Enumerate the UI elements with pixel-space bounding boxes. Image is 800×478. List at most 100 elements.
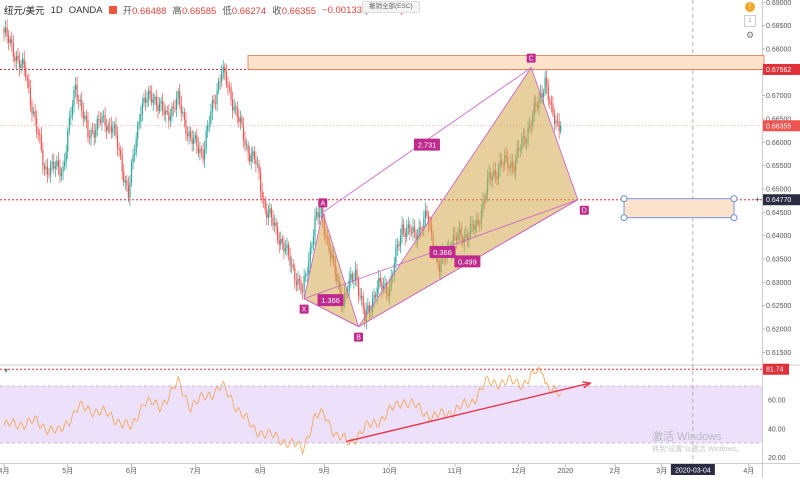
candle-body [56, 160, 58, 167]
candle-body [171, 106, 173, 117]
box-handle [620, 195, 628, 203]
candle-body [154, 96, 156, 100]
open-label: 开 [122, 6, 133, 17]
symbol-name[interactable]: 纽元/美元 [4, 6, 45, 17]
candle-body [256, 163, 259, 165]
x-tick-label: 12月 [511, 467, 526, 475]
candle-body [54, 166, 56, 169]
candle-body [202, 150, 204, 160]
candle-body [427, 215, 430, 225]
candle-body [227, 84, 229, 88]
candle-body [104, 115, 106, 127]
candle-body [423, 218, 425, 231]
crosshair-price-label: 0.64770 [766, 197, 791, 204]
candle-body [50, 164, 52, 175]
candle-body [199, 148, 201, 154]
x-tick-label: 4月 [743, 467, 754, 475]
rsi-last-box [763, 363, 789, 375]
candle-body [208, 123, 210, 125]
candle-body [384, 283, 386, 286]
candle-body [85, 116, 88, 121]
candle-body [162, 100, 164, 111]
y-tick-label: 0.68500 [766, 23, 791, 30]
candle-body [244, 139, 246, 145]
pattern-point-box [579, 205, 589, 215]
collapse-icon[interactable]: ▾ [4, 366, 9, 375]
candle-body [364, 307, 366, 322]
warning-icon[interactable]: ! [745, 2, 755, 12]
rsi-tick-label: 60.00 [768, 398, 786, 405]
rsi-line [3, 365, 562, 455]
candle-body [123, 171, 125, 183]
ratio-label: 1.366 [321, 296, 340, 305]
candle-body [231, 99, 234, 111]
source-label: OANDA [68, 4, 103, 16]
candle-body [213, 100, 215, 103]
candle-body [51, 161, 53, 165]
candle-body [396, 244, 399, 248]
candle-body [381, 281, 383, 290]
candle-body [303, 276, 305, 292]
candle-body [210, 111, 212, 124]
candle-body [207, 124, 209, 132]
candle-body [264, 199, 266, 210]
rsi-tick-label: 40.00 [768, 426, 786, 433]
candle-body [101, 116, 103, 123]
candle-body [259, 172, 262, 192]
candle-body [130, 162, 133, 183]
candle-body [12, 43, 14, 58]
candle-body [179, 90, 181, 105]
candle-body [228, 87, 231, 89]
candle-body [298, 278, 301, 282]
gear-icon[interactable]: ⚙ [745, 30, 755, 40]
candle-body [143, 97, 145, 104]
crosshair-price-label-box [763, 194, 800, 206]
candle-body [311, 245, 313, 248]
interval-label[interactable]: 1D [50, 4, 63, 16]
candle-body [42, 149, 44, 166]
crosshair-plus-icon: + [755, 195, 760, 205]
y-tick-label: 0.61500 [766, 350, 791, 357]
candle-body [348, 279, 350, 292]
y-tick-label: 0.66500 [766, 117, 791, 124]
candle-body [393, 263, 395, 275]
pattern-point-box [526, 53, 536, 63]
candle-body [169, 116, 171, 121]
candle-body [261, 191, 263, 200]
candle-body [152, 99, 154, 103]
candle-body [67, 130, 69, 152]
candle-body [32, 111, 35, 114]
close-label: 收 [272, 6, 282, 17]
x-tick-label: 7月 [190, 467, 201, 475]
candle-body [412, 226, 414, 233]
candle-body [351, 273, 353, 281]
candle-body [357, 280, 360, 296]
candle-body [273, 222, 276, 226]
candle-body [127, 184, 129, 198]
candle-body [283, 242, 285, 252]
candle-body [354, 269, 357, 280]
candle-body [144, 97, 147, 103]
candle-body [65, 151, 67, 162]
candle-body [176, 98, 178, 110]
candle-body [544, 77, 546, 93]
candle-body [541, 92, 543, 98]
x-tick-label: 3月 [656, 467, 667, 475]
last-price-label: 0.66355 [766, 123, 791, 130]
candle-body [182, 112, 184, 114]
candle-body [172, 106, 175, 108]
candle-body [64, 161, 66, 167]
low-label: 低 [222, 6, 232, 17]
candle-body [174, 107, 176, 110]
undo-all-hint[interactable]: 撤销全部(ESC) [362, 1, 420, 13]
candle-body [92, 130, 94, 132]
candle-body [413, 226, 416, 233]
candle-body [126, 180, 128, 185]
candle-body [403, 224, 405, 233]
candle-body [292, 264, 294, 268]
arrow-down-icon[interactable]: ↓ [744, 15, 756, 27]
candle-body [317, 212, 319, 218]
candle-body [238, 117, 240, 122]
candle-body [71, 105, 74, 116]
